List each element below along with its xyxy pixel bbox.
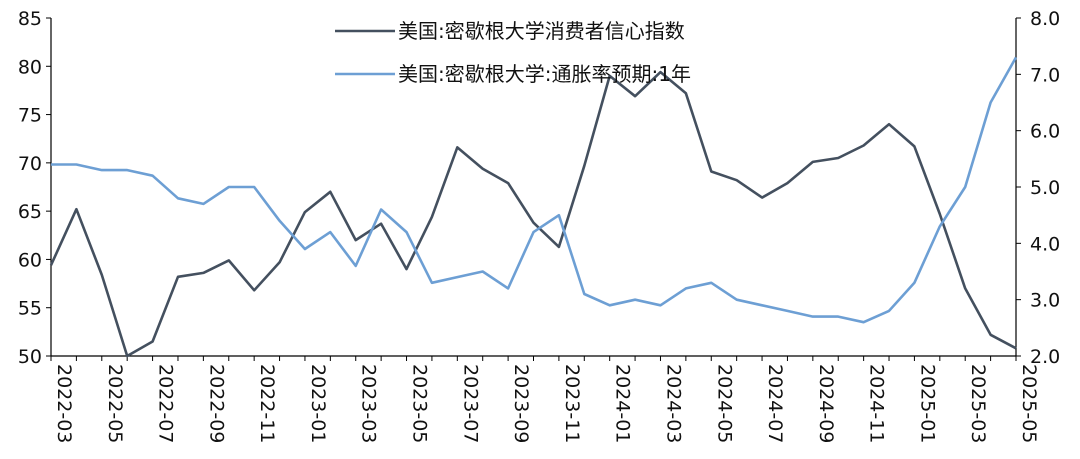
series-layer <box>49 56 1018 358</box>
right-tick-label: 3.0 <box>1030 290 1060 312</box>
left-tick-label: 70 <box>18 153 42 175</box>
right-tick-label: 4.0 <box>1030 233 1060 255</box>
legend-label-inflation-expectation: 美国:密歇根大学:通胀率预期:1年 <box>398 62 691 86</box>
right-tick-label: 5.0 <box>1030 177 1060 199</box>
x-tick-label: 2023-09 <box>510 364 532 443</box>
x-tick-label: 2022-11 <box>256 364 278 443</box>
x-tick-label: 2022-05 <box>104 364 126 443</box>
left-tick-label: 65 <box>18 201 42 223</box>
x-tick-label: 2023-11 <box>561 364 583 443</box>
x-tick-label: 2023-03 <box>358 364 380 443</box>
right-tick-label: 2.0 <box>1030 346 1060 368</box>
x-tick-label: 2024-11 <box>866 364 888 443</box>
left-y-axis: 50 55 60 65 70 75 80 85 <box>18 8 52 368</box>
x-tick-label: 2024-09 <box>815 364 837 443</box>
series-line-inflation-expectation <box>51 56 1018 324</box>
right-tick-label: 7.0 <box>1030 64 1060 86</box>
left-tick-label: 60 <box>18 249 42 271</box>
x-tick-label: 2022-03 <box>53 364 75 443</box>
x-tick-label: 2023-01 <box>307 364 329 443</box>
x-tick-label: 2024-07 <box>764 364 786 443</box>
x-tick-label: 2023-07 <box>459 364 481 443</box>
series-line-consumer-confidence <box>49 70 1017 358</box>
left-tick-label: 50 <box>18 346 42 368</box>
x-tick-label: 2023-05 <box>409 364 431 443</box>
x-tick-label: 2024-03 <box>662 364 684 443</box>
legend: 美国:密歇根大学消费者信心指数 美国:密歇根大学:通胀率预期:1年 <box>335 19 691 86</box>
x-tick-label: 2022-07 <box>155 364 177 443</box>
x-axis: 2022-03 2022-05 2022-07 2022-09 2022-11 2023-… <box>50 355 1040 443</box>
x-tick-label: 2025-05 <box>1018 364 1040 443</box>
left-tick-label: 80 <box>18 56 42 78</box>
x-tick-label: 2024-05 <box>713 364 735 443</box>
x-tick-label: 2025-01 <box>916 364 938 443</box>
x-tick-label: 2025-03 <box>967 364 989 443</box>
right-y-axis: 2.0 3.0 4.0 5.0 6.0 7.0 8.0 <box>1015 8 1060 368</box>
right-tick-label: 6.0 <box>1030 121 1060 143</box>
left-tick-label: 75 <box>18 105 42 127</box>
left-tick-label: 55 <box>18 298 42 320</box>
legend-label-confidence: 美国:密歇根大学消费者信心指数 <box>398 19 685 43</box>
x-tick-label: 2022-09 <box>205 364 227 443</box>
x-tick-label: 2024-01 <box>612 364 634 443</box>
left-tick-label: 85 <box>18 8 42 30</box>
right-tick-label: 8.0 <box>1030 8 1060 30</box>
